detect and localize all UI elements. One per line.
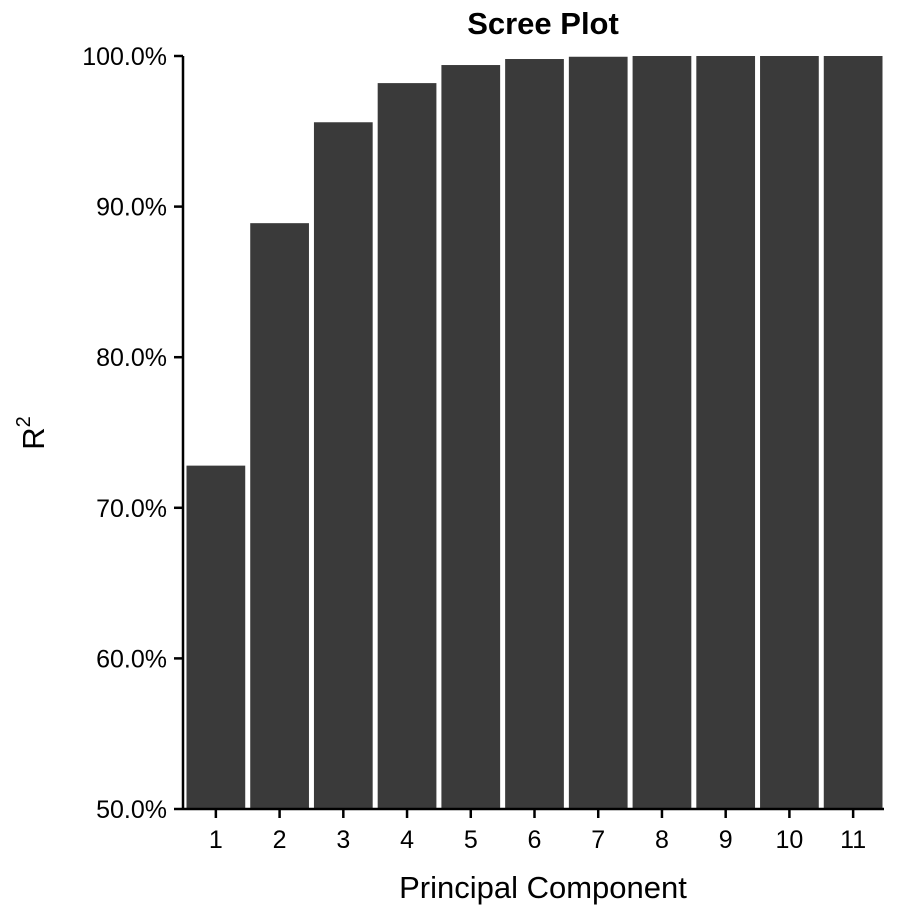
y-axis-label-base: R xyxy=(16,427,51,449)
bar-component-5 xyxy=(441,65,501,810)
y-tick-label: 100.0% xyxy=(82,43,167,71)
x-tick-label: 9 xyxy=(719,826,733,854)
x-axis-ticks: 1 2 3 4 5 6 7 8 9 10 11 xyxy=(209,809,866,854)
y-axis-label-superscript: 2 xyxy=(13,416,35,427)
bar-component-2 xyxy=(250,223,309,810)
chart-title: Scree Plot xyxy=(467,6,619,41)
x-axis-label: Principal Component xyxy=(399,870,687,905)
y-tick-label: 60.0% xyxy=(96,645,167,673)
y-axis-ticks: 50.0% 60.0% 70.0% 80.0% 90.0% 100.0% xyxy=(82,43,183,824)
x-tick-label: 7 xyxy=(591,826,605,854)
bar-component-4 xyxy=(377,83,437,810)
x-tick-label: 11 xyxy=(840,826,866,854)
y-tick-label: 50.0% xyxy=(96,796,167,824)
x-tick-label: 10 xyxy=(776,826,804,854)
bar-component-9 xyxy=(696,56,756,809)
y-tick-label: 80.0% xyxy=(96,344,167,372)
bars-group xyxy=(186,56,883,810)
x-tick-label: 6 xyxy=(528,826,542,854)
x-tick-label: 8 xyxy=(655,826,669,854)
bar-component-1 xyxy=(186,465,246,809)
x-tick-label: 1 xyxy=(209,826,223,854)
x-tick-label: 3 xyxy=(336,826,350,854)
x-tick-label: 5 xyxy=(464,826,478,854)
bar-component-6 xyxy=(505,59,564,809)
x-tick-label: 4 xyxy=(400,826,414,854)
bar-component-10 xyxy=(760,56,819,809)
bar-component-3 xyxy=(313,122,373,809)
x-tick-label: 2 xyxy=(273,826,287,854)
bar-component-8 xyxy=(632,56,692,809)
y-tick-label: 70.0% xyxy=(96,495,167,523)
bar-component-11 xyxy=(823,56,883,809)
bar-component-7 xyxy=(568,56,628,809)
y-tick-label: 90.0% xyxy=(96,194,167,222)
y-axis-label: R2 xyxy=(13,416,51,450)
